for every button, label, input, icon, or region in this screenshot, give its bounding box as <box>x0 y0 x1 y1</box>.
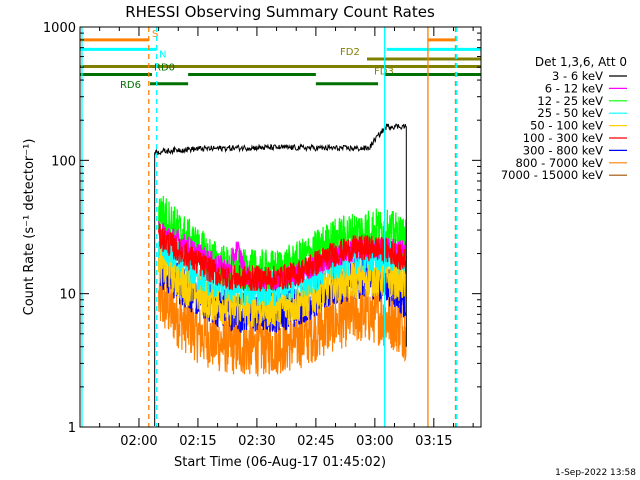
chart-title: RHESSI Observing Summary Count Rates <box>125 3 435 21</box>
x-tick-label: 02:00 <box>120 434 157 449</box>
x-axis: 02:00 02:15 02:30 02:45 03:00 03:15 <box>99 27 474 449</box>
legend-title: Det 1,3,6, Att 0 <box>535 55 627 69</box>
flag-label-rd0: RD0 <box>154 63 175 74</box>
y-axis: 1 10 100 1000 <box>43 21 481 436</box>
legend-label: 6 - 12 keV <box>545 81 603 95</box>
flag-label-n: N <box>159 49 166 60</box>
series-5 <box>158 223 407 292</box>
timestamp: 1-Sep-2022 13:58 <box>555 468 636 478</box>
legend-label: 100 - 300 keV <box>523 131 603 145</box>
y-tick-label: 1000 <box>43 21 76 36</box>
legend-label: 12 - 25 keV <box>537 94 603 108</box>
legend-label: 800 - 7000 keV <box>515 156 603 170</box>
legend-label: 300 - 800 keV <box>523 143 603 157</box>
data-series <box>154 123 407 426</box>
series-7 <box>158 270 407 377</box>
plot-frame <box>79 26 482 428</box>
x-tick-label: 02:15 <box>179 434 216 449</box>
flag-label-s: S <box>152 29 158 40</box>
flag-label-rd6: RD6 <box>120 80 141 91</box>
flag-bars: SN FD2 FD3 RD0 RD6 <box>80 29 481 91</box>
y-axis-label: Count Rate (s⁻¹ detector⁻¹) <box>22 139 37 316</box>
series-trace <box>154 123 407 156</box>
x-tick-label: 03:15 <box>415 434 452 449</box>
legend-label: 25 - 50 keV <box>537 106 603 120</box>
y-tick-label: 100 <box>51 154 76 169</box>
x-axis-label: Start Time (06-Aug-17 01:45:02) <box>174 455 386 470</box>
y-tick-label: 1 <box>68 421 76 436</box>
legend-label: 50 - 100 keV <box>530 119 603 133</box>
x-tick-label: 03:00 <box>356 434 393 449</box>
legend-label: 7000 - 15000 keV <box>501 168 603 182</box>
flag-label-fd2: FD2 <box>340 47 360 58</box>
series-trace <box>158 223 407 292</box>
y-tick-label: 10 <box>59 288 76 303</box>
series-0 <box>154 123 407 426</box>
vertical-markers <box>81 27 458 427</box>
x-tick-label: 02:30 <box>238 434 275 449</box>
legend-label: 3 - 6 keV <box>552 69 603 83</box>
flag-label-fd3: FD3 <box>374 67 394 78</box>
series-trace <box>158 270 407 377</box>
x-tick-label: 02:45 <box>297 434 334 449</box>
